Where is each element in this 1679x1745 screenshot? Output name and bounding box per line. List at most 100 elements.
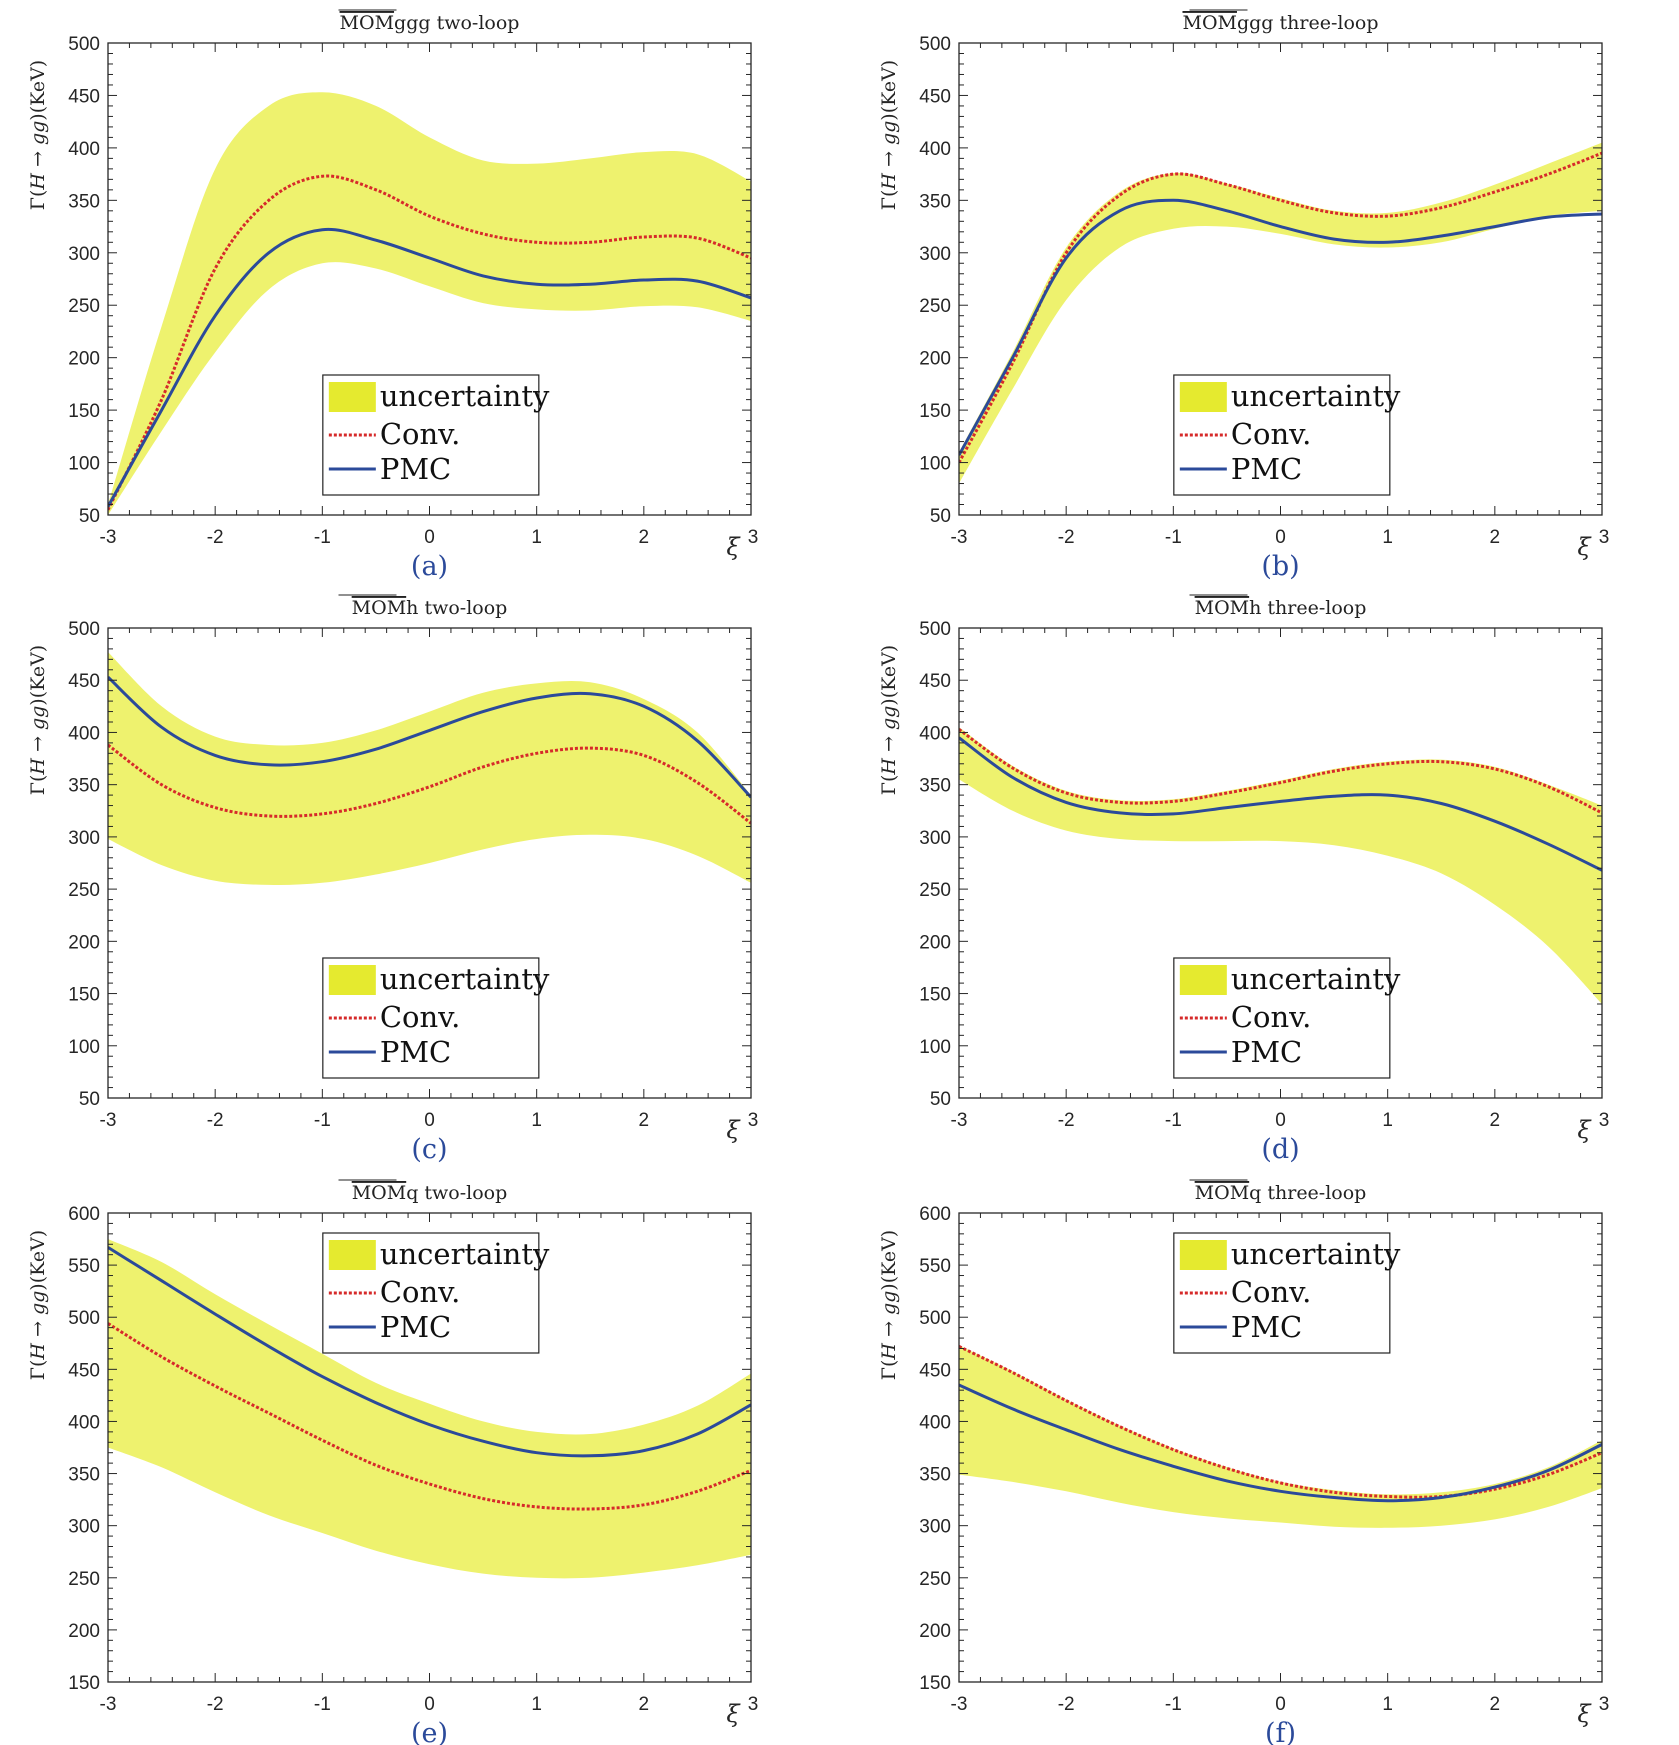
y-tick-label: 400 bbox=[919, 139, 951, 160]
y-label-unit: )(KeV) bbox=[878, 1230, 900, 1291]
x-tick-label: 2 bbox=[1490, 527, 1501, 548]
y-tick-label: 400 bbox=[919, 1412, 951, 1433]
y-tick-label: 600 bbox=[68, 1204, 100, 1225]
y-tick-label: 350 bbox=[68, 776, 100, 797]
y-tick-label: 400 bbox=[68, 139, 100, 160]
y-tick-label: 100 bbox=[68, 1037, 100, 1058]
y-tick-label: 200 bbox=[919, 349, 951, 370]
title-rest: ggg two-loop bbox=[394, 12, 519, 34]
y-label-gg: gg bbox=[27, 1291, 49, 1315]
legend-label-conv: Conv. bbox=[1231, 417, 1312, 451]
x-tick-label: 0 bbox=[424, 1110, 435, 1131]
y-tick-label: 450 bbox=[919, 671, 951, 692]
y-tick-label: 500 bbox=[919, 619, 951, 640]
pmc-line bbox=[108, 676, 751, 799]
title-rest: h two-loop bbox=[406, 597, 507, 619]
y-label-unit: )(KeV) bbox=[878, 645, 900, 706]
y-label-unit: )(KeV) bbox=[878, 60, 900, 121]
y-label-arrow: → bbox=[878, 145, 900, 173]
legend-label-conv: Conv. bbox=[1231, 1275, 1312, 1309]
pmc-line bbox=[108, 1246, 751, 1458]
legend-swatch-uncertainty bbox=[328, 965, 376, 995]
y-tick-label: 450 bbox=[68, 1360, 100, 1381]
x-tick-label: 0 bbox=[1275, 1694, 1286, 1715]
y-tick-label: 250 bbox=[68, 1569, 100, 1590]
legend-label-pmc: PMC bbox=[1231, 452, 1302, 486]
y-tick-label: 300 bbox=[919, 1517, 951, 1538]
legend-swatch-uncertainty bbox=[1179, 965, 1227, 995]
y-tick-label: 200 bbox=[919, 932, 951, 953]
y-tick-label: 500 bbox=[68, 619, 100, 640]
panel-e: -3 -2 -1 0 1 2 3 150 200 250 300 350 400 450 500 550 600… bbox=[27, 1179, 759, 1745]
title-mom-overline: MOM bbox=[352, 597, 407, 619]
y-tick-label: 100 bbox=[68, 454, 100, 475]
y-tick-label: 300 bbox=[68, 244, 100, 265]
y-tick-label: 250 bbox=[68, 880, 100, 901]
x-tick-label: -1 bbox=[1165, 527, 1182, 548]
y-tick-label: 350 bbox=[919, 191, 951, 212]
legend-swatch-uncertainty bbox=[1179, 1240, 1227, 1270]
panel-f: -3 -2 -1 0 1 2 3 150 200 250 300 350 400 450 500 550 600… bbox=[878, 1179, 1609, 1745]
x-axis-label: ξ bbox=[726, 1116, 741, 1144]
panel-c: -3 -2 -1 0 1 2 350100150200250300350400450500ξ… bbox=[27, 594, 759, 1165]
conv-line bbox=[108, 174, 751, 511]
y-tick-label: 250 bbox=[919, 1569, 951, 1590]
x-tick-label: 3 bbox=[748, 1694, 759, 1715]
panel-label: (b) bbox=[1261, 551, 1299, 582]
plot-area bbox=[108, 1239, 751, 1579]
x-axis-label: ξ bbox=[1577, 533, 1592, 561]
y-tick-label: 400 bbox=[68, 723, 100, 744]
y-tick-label: 350 bbox=[919, 1465, 951, 1486]
y-label-unit: )(KeV) bbox=[27, 1230, 49, 1291]
panel-title: MOMq two-loop bbox=[352, 1182, 508, 1204]
y-label-h: H bbox=[27, 1343, 49, 1361]
x-tick-label: -1 bbox=[314, 1110, 331, 1131]
y-label-arrow: → bbox=[27, 730, 49, 758]
y-label-h: H bbox=[878, 758, 900, 776]
panel-label: (c) bbox=[411, 1134, 447, 1165]
y-tick-label: 450 bbox=[919, 1360, 951, 1381]
legend-label-pmc: PMC bbox=[380, 1035, 451, 1069]
panel-b: -3 -2 -1 0 1 2 350100150200250300350400450500ξ… bbox=[878, 9, 1610, 582]
y-label-gamma: Γ( bbox=[27, 190, 49, 211]
panel-d: -3 -2 -1 0 1 2 350100150200250300350400450500ξ… bbox=[878, 594, 1609, 1165]
y-label-unit: )(KeV) bbox=[27, 645, 49, 706]
conv-line bbox=[959, 1345, 1602, 1499]
conv-line bbox=[959, 728, 1602, 815]
x-tick-label: 0 bbox=[1275, 527, 1286, 548]
y-tick-label: 400 bbox=[919, 723, 951, 744]
pmc-line bbox=[959, 736, 1602, 872]
y-tick-label: 300 bbox=[919, 828, 951, 849]
x-axis-label: ξ bbox=[1577, 1700, 1592, 1728]
title-mom-overline: MOM bbox=[340, 12, 395, 34]
legend-label-conv: Conv. bbox=[1231, 1000, 1312, 1034]
x-tick-label: 3 bbox=[1599, 527, 1610, 548]
y-tick-label: 50 bbox=[930, 506, 951, 527]
uncertainty-band bbox=[959, 1345, 1602, 1528]
y-tick-label: 350 bbox=[919, 776, 951, 797]
panel-title: MOMh two-loop bbox=[352, 597, 508, 619]
legend: uncertainty Conv.PMC bbox=[1173, 1232, 1401, 1354]
x-tick-label: -2 bbox=[207, 1110, 224, 1131]
uncertainty-band bbox=[108, 652, 751, 886]
y-label-gamma: Γ( bbox=[27, 775, 49, 796]
y-tick-label: 550 bbox=[68, 1256, 100, 1277]
x-tick-label: 1 bbox=[531, 527, 542, 548]
legend-label-pmc: PMC bbox=[380, 1310, 451, 1344]
panel-title: MOMggg three-loop bbox=[1182, 12, 1378, 34]
legend-swatch-uncertainty bbox=[328, 1240, 376, 1270]
x-tick-label: 0 bbox=[424, 1694, 435, 1715]
panel-title: MOMq three-loop bbox=[1195, 1182, 1367, 1204]
y-tick-label: 550 bbox=[919, 1256, 951, 1277]
uncertainty-band bbox=[959, 142, 1602, 484]
y-tick-label: 150 bbox=[919, 401, 951, 422]
y-axis-label: Γ(H → gg)(KeV) bbox=[27, 1230, 49, 1380]
x-tick-label: 3 bbox=[748, 1110, 759, 1131]
legend-label-conv: Conv. bbox=[380, 1275, 461, 1309]
y-tick-label: 200 bbox=[68, 932, 100, 953]
legend-label-pmc: PMC bbox=[1231, 1310, 1302, 1344]
x-tick-label: 0 bbox=[424, 527, 435, 548]
y-label-arrow: → bbox=[27, 1315, 49, 1343]
legend: uncertainty Conv.PMC bbox=[322, 1232, 550, 1354]
x-tick-label: 1 bbox=[1382, 1694, 1393, 1715]
